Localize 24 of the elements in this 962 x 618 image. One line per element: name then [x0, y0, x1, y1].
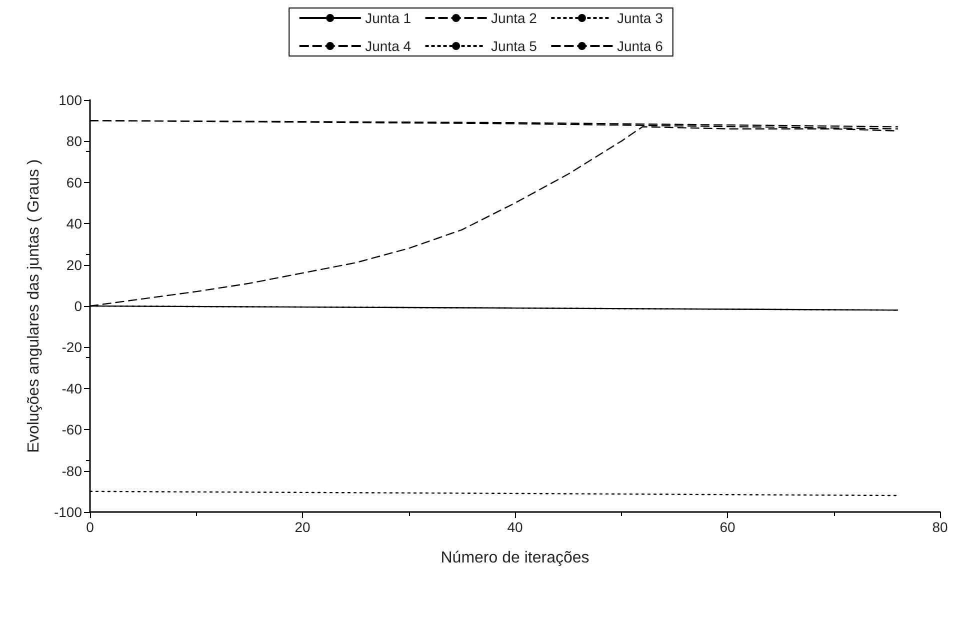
legend-label: Junta 5: [491, 38, 538, 54]
y-tick-label: -80: [62, 462, 82, 479]
y-tick-label: 40: [66, 216, 82, 232]
y-tick-label: 80: [66, 133, 82, 150]
legend-label: Junta 1: [365, 10, 412, 26]
y-tick-label: 0: [74, 298, 82, 314]
y-tick-label: 60: [66, 174, 82, 190]
y-tick-label: -60: [62, 422, 82, 438]
y-tick-label: -100: [54, 504, 82, 520]
legend-label: Junta 6: [616, 38, 664, 54]
legend-label: Junta 3: [616, 10, 664, 26]
x-axis-title: Número de iterações: [440, 550, 590, 566]
y-tick-label: 100: [58, 92, 82, 108]
x-tick-label: 80: [932, 519, 948, 535]
y-tick-label: -40: [62, 380, 82, 396]
x-tick-label: 40: [507, 519, 523, 535]
x-tick-label: 20: [294, 519, 310, 535]
legend-label: Junta 2: [491, 10, 538, 26]
legend-label: Junta 4: [365, 38, 412, 54]
y-tick-label: 20: [66, 256, 82, 273]
y-axis-title: Evoluções angulares das juntas ( Graus ): [26, 159, 42, 453]
x-tick-label: 60: [720, 519, 736, 535]
y-tick-label: -20: [62, 339, 82, 356]
x-tick-label: 0: [86, 519, 94, 535]
